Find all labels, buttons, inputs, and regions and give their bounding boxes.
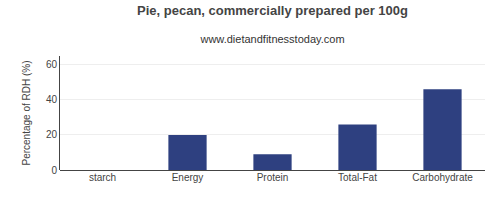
svg-text:60: 60 xyxy=(46,59,58,70)
svg-text:Pie, pecan, commercially prepa: Pie, pecan, commercially prepared per 10… xyxy=(137,3,408,18)
svg-text:Protein: Protein xyxy=(257,172,289,183)
svg-text:0: 0 xyxy=(51,165,57,176)
svg-text:Energy: Energy xyxy=(172,172,204,183)
svg-text:Carbohydrate: Carbohydrate xyxy=(412,172,473,183)
svg-text:Total-Fat: Total-Fat xyxy=(338,172,377,183)
svg-text:www.dietandfitnesstoday.com: www.dietandfitnesstoday.com xyxy=(199,33,344,45)
svg-text:40: 40 xyxy=(46,94,58,105)
svg-text:starch: starch xyxy=(89,172,116,183)
svg-text:Percentage of RDH (%): Percentage of RDH (%) xyxy=(21,60,32,165)
svg-text:20: 20 xyxy=(46,129,58,140)
